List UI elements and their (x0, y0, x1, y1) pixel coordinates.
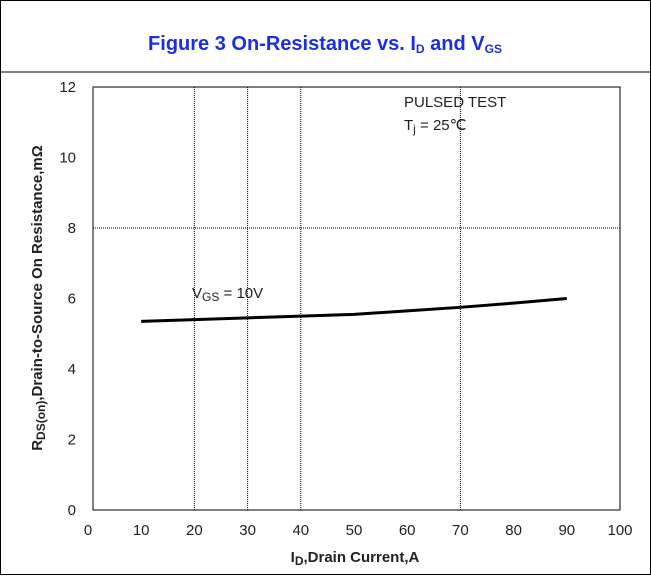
y-tick-label: 6 (68, 291, 76, 308)
y-axis-label: RDS(on),Drain-to-Source On Resistance,mΩ (29, 145, 48, 451)
x-tick-label: 20 (186, 522, 203, 539)
y-tick-label: 12 (59, 79, 76, 96)
x-axis-label: ID,Drain Current,A (291, 549, 420, 568)
x-tick-label: 50 (346, 522, 363, 539)
temp-annotation: Tj = 25℃ (404, 117, 466, 136)
x-tick-label: 60 (399, 522, 416, 539)
plot-frame (92, 86, 621, 511)
x-tick-label: 30 (239, 522, 256, 539)
x-tick-label: 40 (292, 522, 309, 539)
y-tick-label: 0 (68, 502, 76, 519)
x-tick-label: 10 (133, 522, 150, 539)
x-tick-label: 0 (84, 522, 92, 539)
chart-title: Figure 3 On-Resistance vs. ID and VGS (148, 33, 502, 56)
y-tick-label: 10 (59, 150, 76, 167)
test-annotation: PULSED TEST (404, 94, 506, 111)
y-tick-label: 2 (68, 432, 76, 449)
data-line (141, 297, 567, 323)
x-tick-label: 90 (558, 522, 575, 539)
series-annotation: VGS = 10V (192, 285, 263, 304)
y-tick-label: 8 (68, 220, 76, 237)
x-tick-label: 100 (607, 522, 632, 539)
y-tick-label: 4 (68, 361, 76, 378)
x-tick-label: 80 (505, 522, 522, 539)
x-tick-label: 70 (452, 522, 469, 539)
